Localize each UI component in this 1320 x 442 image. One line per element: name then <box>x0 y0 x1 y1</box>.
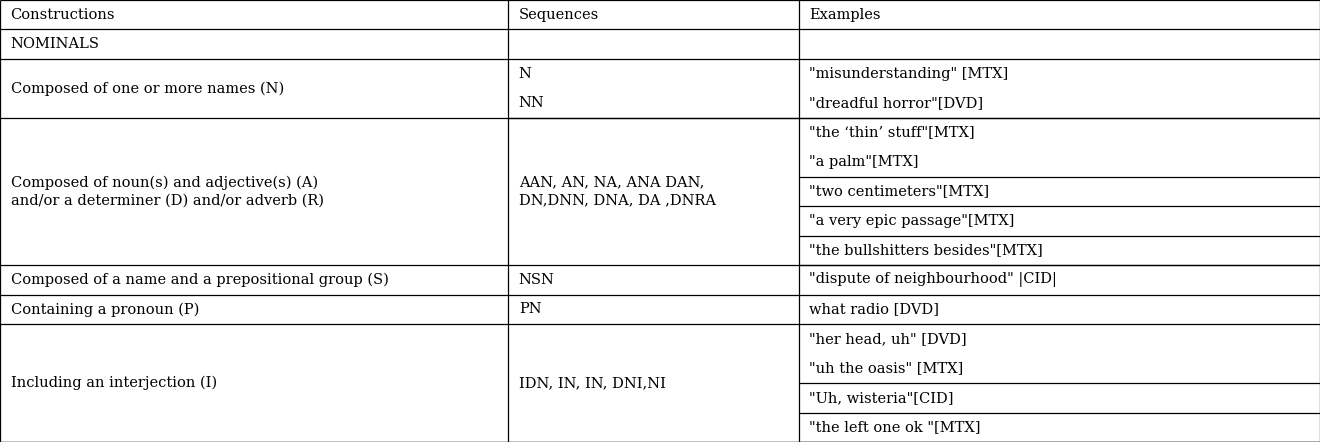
Text: Composed of one or more names (N): Composed of one or more names (N) <box>11 81 284 95</box>
Text: "misunderstanding" [MTX]: "misunderstanding" [MTX] <box>809 67 1008 81</box>
Text: "a palm"[MTX]: "a palm"[MTX] <box>809 155 919 169</box>
Text: "two centimeters"[MTX]: "two centimeters"[MTX] <box>809 184 989 198</box>
Text: N: N <box>519 67 532 81</box>
Text: NN: NN <box>519 96 545 110</box>
Text: IDN, IN, IN, DNI,NI: IDN, IN, IN, DNI,NI <box>519 376 665 390</box>
Text: AAN, AN, NA, ANA DAN,
DN,DNN, DNA, DA ,DNRA: AAN, AN, NA, ANA DAN, DN,DNN, DNA, DA ,D… <box>519 175 715 208</box>
Text: "a very epic passage"[MTX]: "a very epic passage"[MTX] <box>809 214 1015 228</box>
Text: PN: PN <box>519 302 541 316</box>
Text: Including an interjection (I): Including an interjection (I) <box>11 376 216 390</box>
Text: "the left one ok "[MTX]: "the left one ok "[MTX] <box>809 420 981 434</box>
Text: "dreadful horror"[DVD]: "dreadful horror"[DVD] <box>809 96 983 110</box>
Text: "Uh, wisteria"[CID]: "Uh, wisteria"[CID] <box>809 391 953 405</box>
Text: Examples: Examples <box>809 8 880 22</box>
Text: "her head, uh" [DVD]: "her head, uh" [DVD] <box>809 332 966 346</box>
Text: Constructions: Constructions <box>11 8 115 22</box>
Text: Sequences: Sequences <box>519 8 599 22</box>
Text: "uh the oasis" [MTX]: "uh the oasis" [MTX] <box>809 361 964 375</box>
Text: what radio [DVD]: what radio [DVD] <box>809 302 939 316</box>
Text: NOMINALS: NOMINALS <box>11 37 99 51</box>
Text: "the bullshitters besides"[MTX]: "the bullshitters besides"[MTX] <box>809 244 1043 258</box>
Text: Composed of a name and a prepositional group (S): Composed of a name and a prepositional g… <box>11 273 388 287</box>
Text: Containing a pronoun (P): Containing a pronoun (P) <box>11 302 199 316</box>
Text: NSN: NSN <box>519 273 554 287</box>
Text: "dispute of neighbourhood" |CID|: "dispute of neighbourhood" |CID| <box>809 272 1057 287</box>
Text: Composed of noun(s) and adjective(s) (A)
and/or a determiner (D) and/or adverb (: Composed of noun(s) and adjective(s) (A)… <box>11 175 323 208</box>
Text: "the ‘thin’ stuff"[MTX]: "the ‘thin’ stuff"[MTX] <box>809 126 974 140</box>
